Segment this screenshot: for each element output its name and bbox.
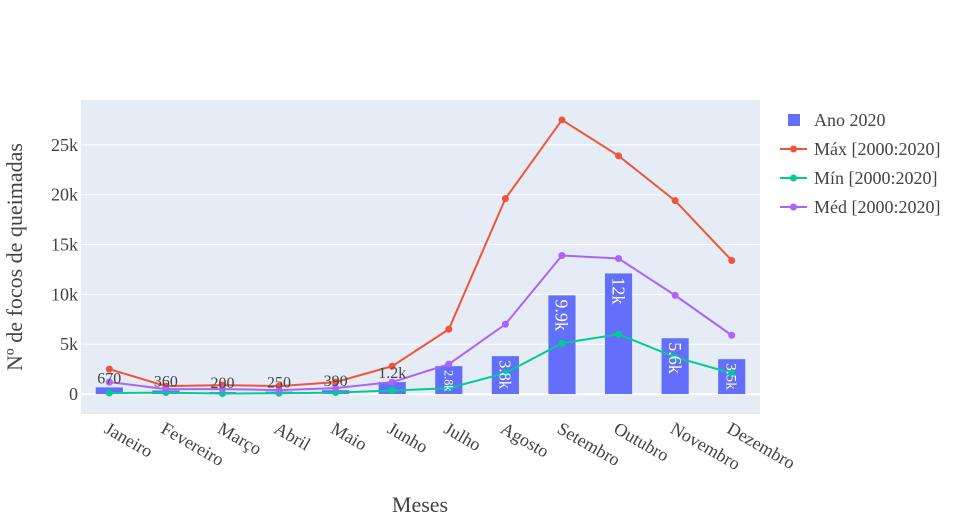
- x-tick-label: Maio: [328, 418, 371, 454]
- line-point[interactable]: [388, 362, 396, 370]
- line-series: [105, 252, 736, 394]
- x-tick-label: Janeiro: [101, 418, 156, 461]
- x-tick-label: Julho: [441, 418, 485, 455]
- line-point[interactable]: [218, 385, 226, 393]
- line-point[interactable]: [501, 195, 509, 203]
- series-line: [109, 254, 733, 392]
- lines: [105, 116, 736, 398]
- bar-labels: 670 360 200 250 390 1.2k 2.8k 3.8k 9.9k 12k 5.6k 3.…: [97, 277, 739, 392]
- y-tick-label: 0: [69, 384, 78, 404]
- series-line: [109, 118, 733, 388]
- legend-swatch-point: [790, 174, 797, 182]
- bar[interactable]: [661, 338, 689, 395]
- legend-label: Máx [2000:2020]: [814, 139, 940, 159]
- legend-label: Ano 2020: [814, 110, 886, 130]
- line-point[interactable]: [615, 254, 623, 262]
- line-point[interactable]: [728, 369, 736, 377]
- plot-background: [81, 100, 760, 414]
- line-point[interactable]: [445, 360, 453, 368]
- legend[interactable]: Ano 2020 Máx [2000:2020] Mín [2000:2020] Mé…: [780, 110, 940, 217]
- legend-item[interactable]: Méd [2000:2020]: [780, 197, 940, 217]
- legend-label: Mín [2000:2020]: [814, 168, 938, 188]
- grid: [81, 144, 760, 396]
- legend-label: Méd [2000:2020]: [814, 197, 940, 217]
- bar-data-label: 360: [154, 373, 178, 390]
- line-point[interactable]: [501, 320, 509, 328]
- x-tick-label: Agosto: [497, 418, 552, 461]
- line-point[interactable]: [558, 252, 566, 260]
- line-point[interactable]: [501, 369, 509, 377]
- line-point[interactable]: [615, 330, 623, 338]
- line-point[interactable]: [332, 384, 340, 392]
- x-tick-label: Setembro: [554, 418, 624, 470]
- legend-item[interactable]: Mín [2000:2020]: [780, 168, 938, 188]
- x-tick-label: Junho: [384, 418, 431, 457]
- line-point[interactable]: [728, 331, 736, 339]
- legend-swatch-point: [790, 145, 797, 153]
- line-point[interactable]: [671, 353, 679, 361]
- bar-data-label: 3.8k: [496, 360, 515, 390]
- line-point[interactable]: [558, 116, 566, 124]
- bar-data-label: 12k: [608, 277, 628, 304]
- x-tick-label: Fevereiro: [158, 418, 228, 470]
- bar-data-label: 250: [267, 375, 291, 392]
- line-point[interactable]: [728, 256, 736, 264]
- bar-data-label: 200: [210, 375, 234, 392]
- bar-data-label: 1.2k: [378, 365, 406, 382]
- bar-data-label: 390: [324, 373, 348, 390]
- line-point[interactable]: [671, 291, 679, 299]
- line-point[interactable]: [105, 389, 113, 397]
- bar-data-label: 670: [97, 370, 121, 387]
- x-axis-title: Meses: [392, 492, 448, 517]
- bar-data-label: 5.6k: [665, 342, 685, 374]
- line-point[interactable]: [558, 339, 566, 347]
- line-point[interactable]: [275, 386, 283, 394]
- legend-item[interactable]: Ano 2020: [788, 110, 886, 130]
- y-tick-label: 20k: [51, 185, 78, 205]
- y-axis-title: Nº de focos de queimadas: [2, 143, 27, 371]
- legend-swatch: [788, 114, 800, 126]
- line-point[interactable]: [105, 365, 113, 373]
- y-tick-label: 15k: [51, 235, 78, 255]
- bar-data-label: 9.9k: [552, 299, 572, 331]
- y-ticks: 0 5k 10k 15k 20k 25k: [51, 135, 78, 404]
- line-point[interactable]: [445, 325, 453, 333]
- line-point[interactable]: [162, 385, 170, 393]
- line-point[interactable]: [445, 384, 453, 392]
- legend-swatch-point: [790, 203, 797, 211]
- line-point[interactable]: [388, 387, 396, 395]
- line-point[interactable]: [615, 152, 623, 160]
- y-tick-label: 10k: [51, 284, 78, 304]
- series-line: [109, 333, 732, 395]
- x-tick-label: Abril: [271, 418, 314, 454]
- line-point[interactable]: [388, 378, 396, 386]
- bar-data-label: 3.5k: [722, 363, 739, 390]
- bar-data-label: 2.8k: [442, 370, 456, 392]
- legend-item[interactable]: Máx [2000:2020]: [780, 139, 940, 159]
- y-tick-label: 5k: [60, 334, 78, 354]
- y-tick-label: 25k: [51, 135, 78, 155]
- line-point[interactable]: [332, 378, 340, 386]
- line-point[interactable]: [671, 197, 679, 205]
- line-point[interactable]: [105, 378, 113, 386]
